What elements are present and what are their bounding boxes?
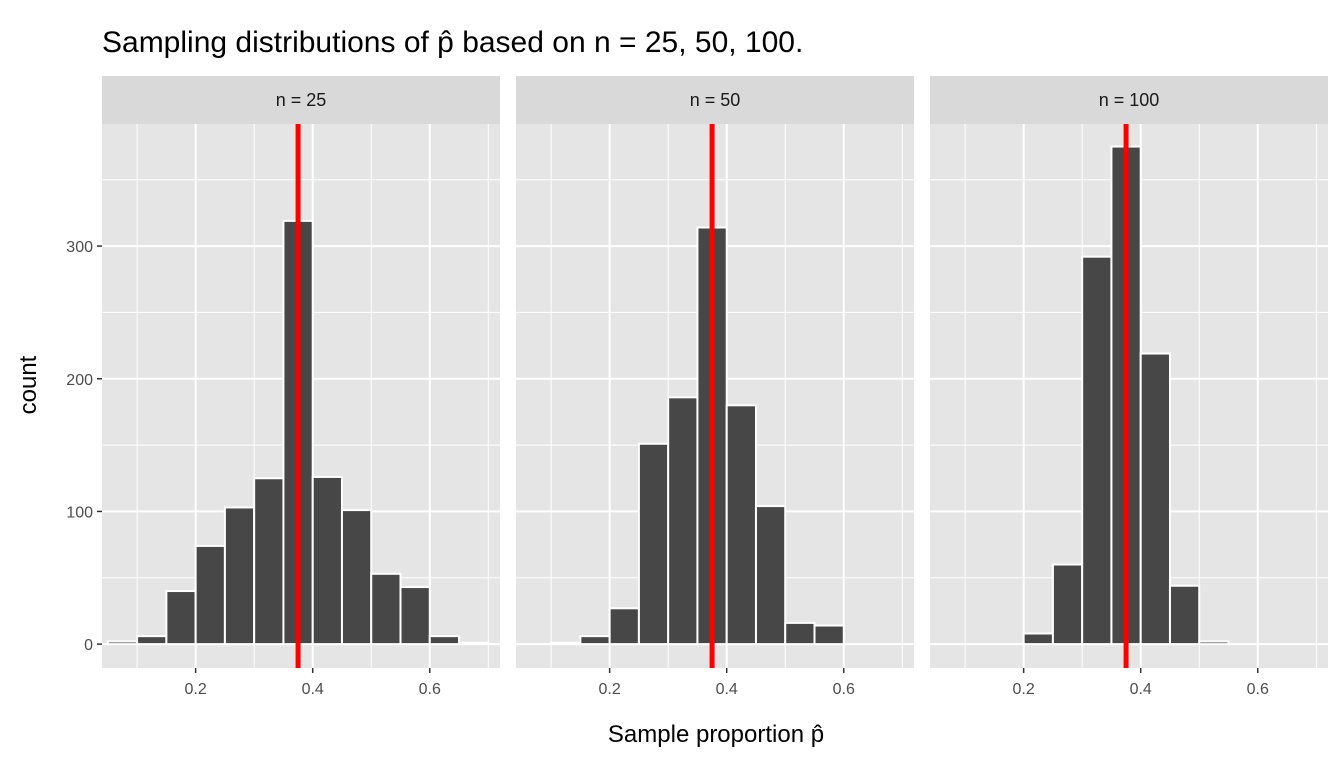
histogram-bar: [1051, 563, 1084, 646]
histogram-bar: [667, 396, 699, 646]
facet-strip-label: n = 25: [276, 90, 327, 110]
histogram-bar: [608, 607, 640, 646]
facet-strip: [102, 76, 500, 124]
y-tick-label: 0: [84, 637, 93, 654]
facet-panels: n = 25 0.2 0.4 0.6 n = 50 0.2 0.4 0.6 n = 100 0.2…: [102, 76, 1328, 698]
histogram-bar: [223, 506, 256, 646]
y-tick-label: 200: [66, 372, 93, 389]
x-tick-label: 0.4: [716, 681, 738, 698]
y-axis-title: count: [15, 355, 42, 414]
histogram-bar: [550, 641, 582, 646]
x-tick-label: 0.2: [1013, 681, 1035, 698]
histogram-bar: [340, 509, 373, 646]
histogram-bar: [754, 505, 787, 646]
chart-title: Sampling distributions of p̂ based on n …: [102, 26, 803, 59]
x-tick-label: 0.4: [1130, 681, 1152, 698]
facet-strip-label: n = 100: [1099, 90, 1160, 110]
x-axis-title: Sample proportion p̂: [608, 721, 824, 748]
histogram-bar: [725, 404, 757, 646]
histogram-bar: [194, 544, 226, 646]
facet-strip: [930, 76, 1328, 124]
x-tick-label: 0.6: [419, 681, 441, 698]
histogram-bar: [637, 442, 670, 646]
histogram-bar: [458, 641, 490, 646]
histogram-bar: [428, 635, 461, 646]
histogram-bar: [784, 621, 816, 646]
x-tick-label: 0.4: [302, 681, 324, 698]
y-tick-label: 300: [66, 239, 93, 256]
histogram-bar: [1168, 584, 1201, 646]
histogram-bar: [1198, 640, 1230, 646]
facet-panel-2: n = 50 0.2 0.4 0.6: [516, 76, 914, 698]
histogram-bar: [253, 477, 285, 646]
facet-panel-3: n = 100 0.2 0.4 0.6: [930, 76, 1328, 698]
x-tick-label: 0.2: [185, 681, 207, 698]
histogram-bar: [813, 624, 845, 646]
histogram-bar: [1139, 352, 1171, 646]
histogram-bar: [579, 635, 611, 646]
histogram-bar: [106, 640, 139, 646]
histogram-bar: [165, 590, 197, 646]
facet-strip: [516, 76, 914, 124]
y-tick-label: 100: [66, 504, 93, 521]
histogram-bar: [399, 586, 431, 646]
histogram-bar: [136, 635, 168, 646]
x-tick-label: 0.6: [1247, 681, 1269, 698]
histogram-bar: [311, 475, 343, 646]
histogram-bar: [1022, 632, 1054, 646]
x-tick-label: 0.2: [599, 681, 621, 698]
histogram-bar: [1081, 255, 1113, 646]
x-tick-label: 0.6: [833, 681, 855, 698]
histogram-bar: [370, 572, 402, 646]
facet-panel-1: n = 25 0.2 0.4 0.6: [102, 76, 500, 698]
y-axis: 0 100 200 300: [66, 239, 102, 654]
facet-strip-label: n = 50: [690, 90, 741, 110]
